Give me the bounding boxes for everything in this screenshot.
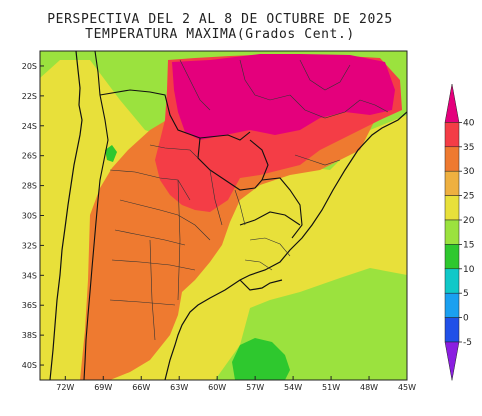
province-line <box>249 237 291 257</box>
colorbar-band-bottom <box>444 341 460 381</box>
lon-tick-label: 48W <box>360 383 378 392</box>
province-borders <box>109 59 389 341</box>
province-line <box>119 199 211 241</box>
lat-tick-label: 28S <box>22 182 37 191</box>
colorbar-band <box>444 146 460 172</box>
province-line <box>177 179 181 301</box>
lon-tick-label: 54W <box>284 383 302 392</box>
lon-tick-label: 45W <box>398 383 416 392</box>
province-line <box>149 239 156 341</box>
country-borders <box>83 51 303 380</box>
lat-tick-label: 32S <box>22 241 37 250</box>
colorbar-band <box>444 292 460 318</box>
province-line <box>234 189 246 226</box>
lon-tick-label: 60W <box>208 383 226 392</box>
lat-tick-label: 34S <box>22 271 37 280</box>
lon-tick-label: 57W <box>246 383 264 392</box>
province-line <box>289 94 361 119</box>
lat-tick-label: 40S <box>22 361 37 370</box>
province-line <box>109 299 176 306</box>
zone-yellow-uruguay <box>232 215 300 280</box>
colorbar-band <box>444 268 460 294</box>
colorbar-band <box>444 317 460 343</box>
brazil-arg-border <box>261 177 303 239</box>
province-line <box>111 259 196 271</box>
longitude-ticks: 72W 69W 66W 63W 60W 57W 54W 51W 48W 45W <box>56 376 416 392</box>
colorbar-label: 15 <box>463 240 474 250</box>
colorbar-label: 35 <box>463 143 474 153</box>
lat-tick-label: 20S <box>22 62 37 71</box>
lon-tick-label: 66W <box>132 383 150 392</box>
lon-tick-label: 63W <box>170 383 188 392</box>
bolivia-border <box>99 89 251 141</box>
colorbar-label: 30 <box>463 167 475 177</box>
lon-tick-label: 69W <box>94 383 112 392</box>
province-line <box>149 144 199 159</box>
province-line <box>299 59 351 91</box>
colorbar-label: 20 <box>463 216 475 226</box>
province-line <box>239 59 291 101</box>
colorbar-label: 25 <box>463 192 474 202</box>
province-line <box>294 154 341 166</box>
zone-magenta <box>172 54 395 140</box>
colorbar-label: 5 <box>463 289 469 299</box>
province-line <box>109 169 191 201</box>
lat-tick-label: 26S <box>22 152 37 161</box>
pacific-coastline <box>49 51 83 380</box>
colorbar-label: 40 <box>463 118 475 128</box>
andes-border <box>83 51 109 380</box>
latitude-ticks: 20S 22S 24S 26S 28S 30S 32S 34S 36S 38S 40S <box>22 62 44 370</box>
lon-tick-label: 72W <box>56 383 74 392</box>
atlantic-coastline <box>164 111 407 380</box>
colorbar-label: -5 <box>463 338 472 348</box>
uruguay-border <box>239 211 301 226</box>
lat-tick-label: 22S <box>22 92 37 101</box>
province-line <box>179 59 211 111</box>
map-title-line1: PERSPECTIVA DEL 2 AL 8 DE OCTUBRE DE 202… <box>47 12 393 27</box>
colorbar-band <box>444 244 460 270</box>
paraguay-border <box>197 137 269 191</box>
province-line <box>209 169 223 226</box>
colorbar-label: 0 <box>463 314 469 324</box>
lat-tick-label: 30S <box>22 212 37 221</box>
province-line <box>359 99 389 113</box>
river-plate-coast <box>239 279 283 291</box>
map-title-line2: TEMPERATURA MAXIMA(Grados Cent.) <box>85 27 355 42</box>
temperature-field <box>40 51 407 380</box>
colorbar-band <box>444 219 460 245</box>
colorbar-band <box>444 195 460 221</box>
colorbar-band <box>444 122 460 148</box>
province-line <box>114 229 186 246</box>
temperature-colorbar: 40 35 30 25 20 15 10 5 0 -5 <box>444 83 475 381</box>
colorbar-band <box>444 170 460 196</box>
lat-tick-label: 38S <box>22 331 37 340</box>
coastlines <box>49 51 407 380</box>
zone-green-andes <box>105 145 117 162</box>
colorbar-label: 10 <box>463 265 475 275</box>
zone-green-south <box>232 338 290 380</box>
colorbar-band-top <box>444 83 460 123</box>
lon-tick-label: 51W <box>322 383 340 392</box>
lat-tick-label: 24S <box>22 122 37 131</box>
zone-orange <box>80 108 375 380</box>
province-line <box>244 259 273 271</box>
lat-tick-label: 36S <box>22 301 37 310</box>
